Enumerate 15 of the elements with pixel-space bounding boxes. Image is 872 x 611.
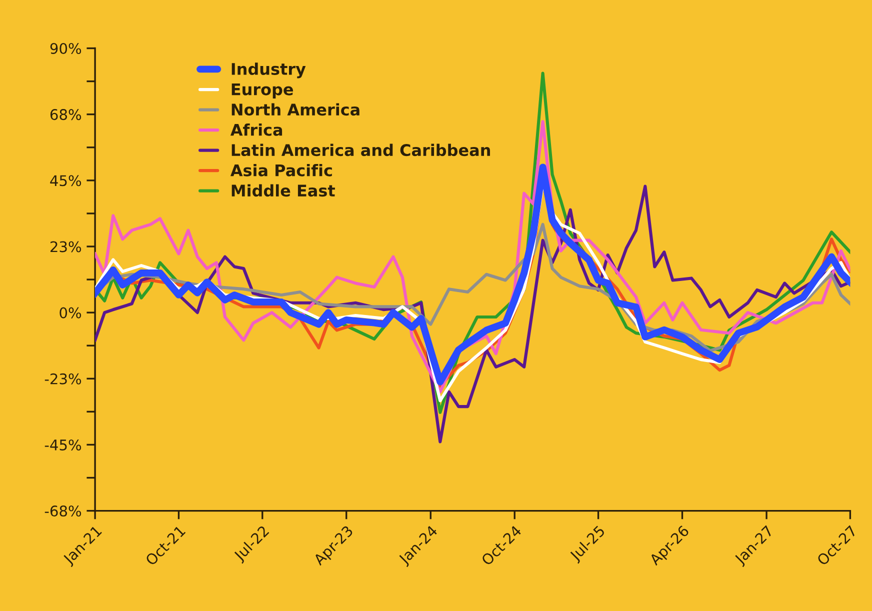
legend-label: Latin America and Caribbean [232, 144, 490, 156]
y-tick-label: -23% [44, 373, 82, 384]
y-tick-label: -45% [44, 439, 82, 450]
y-tick-label: 90% [50, 42, 82, 54]
y-tick-label: -68% [44, 506, 82, 517]
y-tick-label: 68% [50, 109, 82, 120]
y-tick-label: 0% [60, 307, 82, 318]
y-tick-label: 23% [50, 241, 82, 252]
legend-label: Europe [232, 84, 294, 98]
legend-label: Asia Pacific [230, 164, 332, 176]
y-tick-label: 45% [50, 175, 82, 186]
legend-label: Middle East [232, 184, 335, 197]
legend-label: North America [232, 103, 360, 116]
legend-label: Africa [230, 124, 282, 136]
legend-label: Industry [232, 62, 306, 78]
